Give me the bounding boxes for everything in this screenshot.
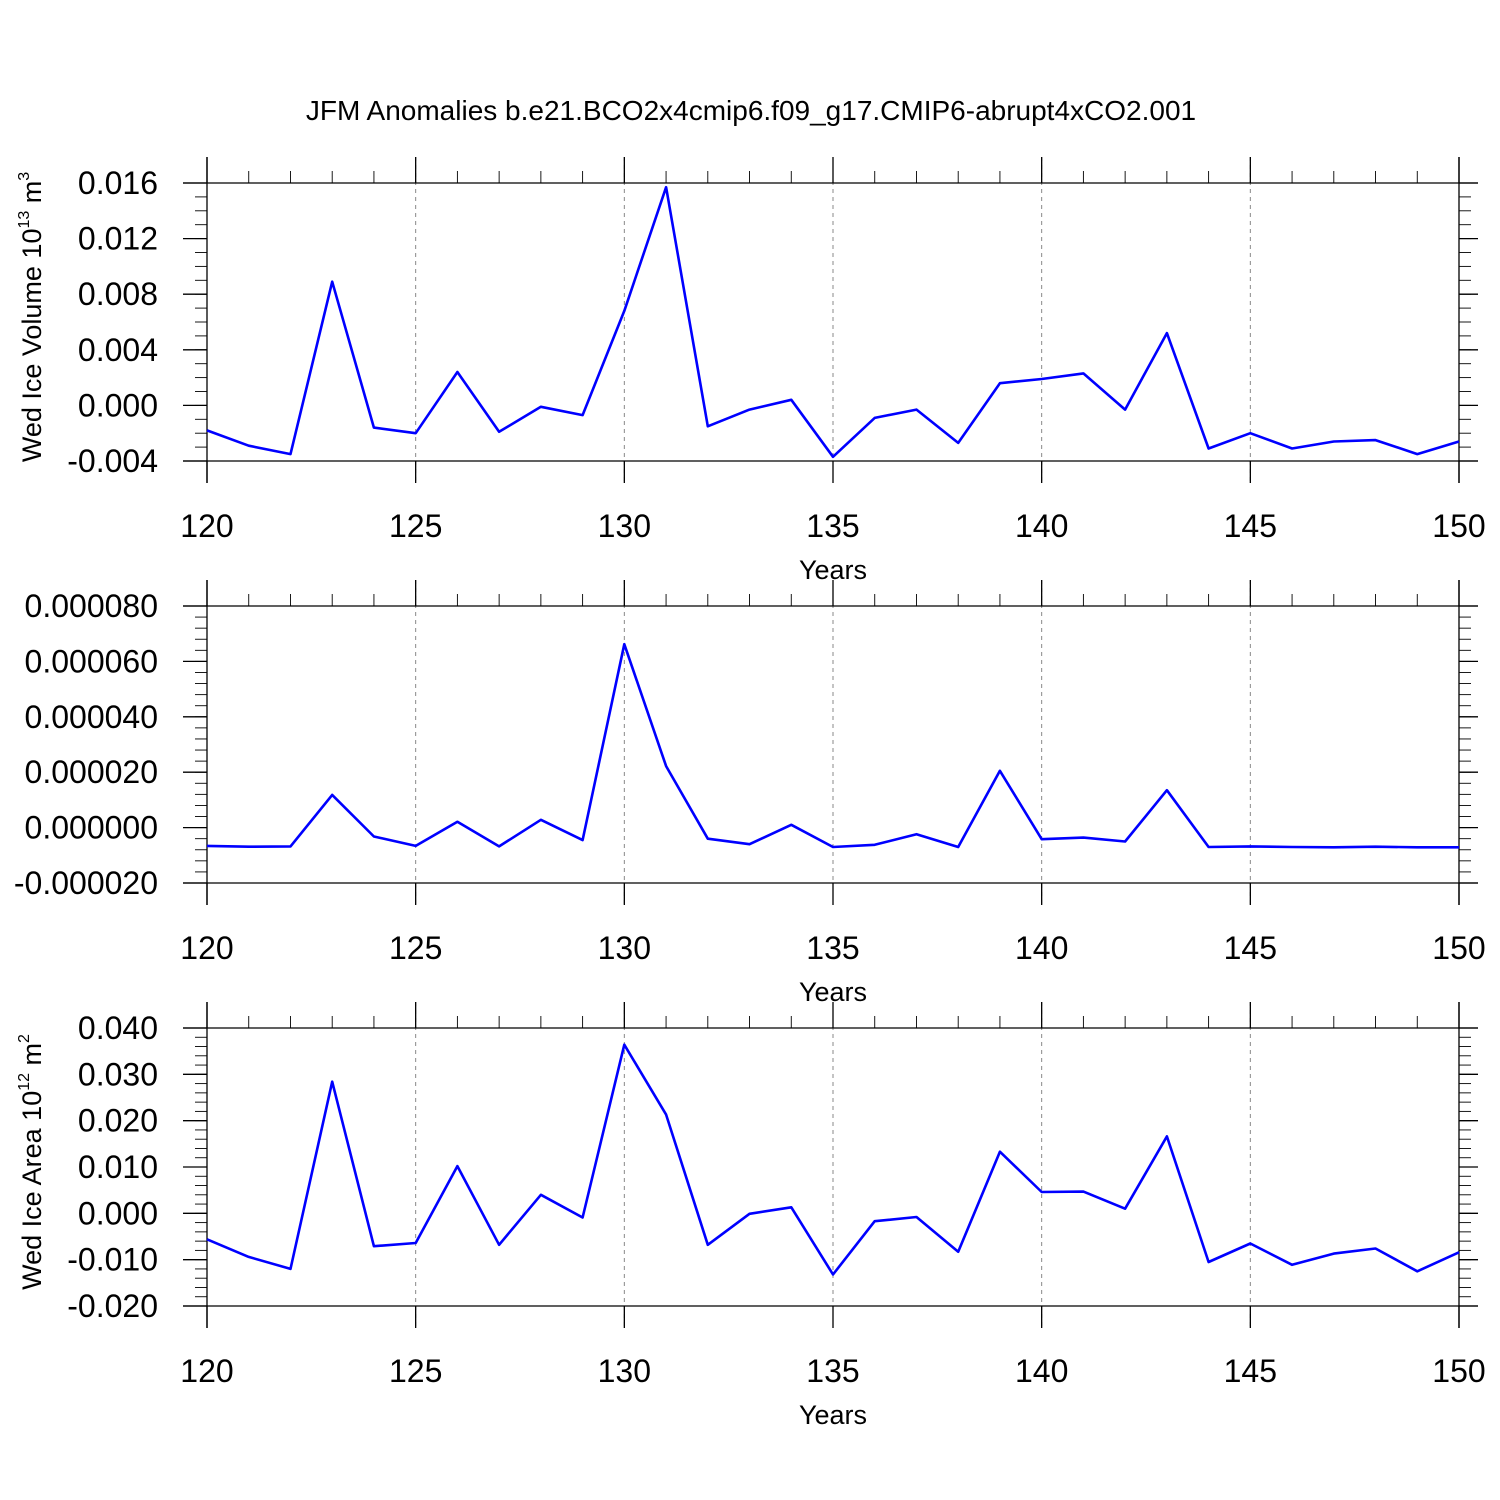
- panel-3: -0.020 -0.010 0.000 0.010 0.020 0.030 0.040 120…: [16, 1002, 1486, 1430]
- x-tick-label: 130: [598, 930, 651, 966]
- chart-title: JFM Anomalies b.e21.BCO2x4cmip6.f09_g17.…: [306, 95, 1196, 126]
- y-tick-label: 0.020: [78, 1103, 158, 1139]
- x-tick-label: 150: [1432, 1353, 1485, 1389]
- y-axis-label-unit: 10: [17, 229, 47, 259]
- y-tick-label: 0.030: [78, 1056, 158, 1092]
- y-axis-label-unit-exp: 13: [16, 211, 33, 229]
- x-tick-label: 140: [1015, 508, 1068, 544]
- x-tick-label: 120: [180, 1353, 233, 1389]
- y-axis-label-unit-exp: 12: [16, 1073, 33, 1091]
- x-tick-label: 135: [806, 1353, 859, 1389]
- series-line: [206, 1043, 1460, 1276]
- y-tick-label: 0.000: [78, 387, 158, 423]
- x-tick-label: 125: [389, 1353, 442, 1389]
- y-axis-label-unit: 10: [17, 1091, 47, 1121]
- y-tick-label: 0.016: [78, 165, 158, 201]
- y-axis-label-name: Wed Ice Area: [17, 1121, 47, 1290]
- y-tick-label: -0.020: [67, 1288, 158, 1324]
- panel-2: -0.000020 0.000000 0.000020 0.000040 0.00006…: [14, 580, 1486, 1007]
- y-axis-label: Wed Ice Area 1012 m2: [16, 1034, 47, 1290]
- y-tick-label: -0.010: [67, 1242, 158, 1278]
- x-tick-label: 145: [1224, 1353, 1277, 1389]
- y-tick-label: 0.000020: [25, 754, 158, 790]
- x-tick-label: 140: [1015, 1353, 1068, 1389]
- x-tick-label: 135: [806, 508, 859, 544]
- y-tick-label: -0.000020: [14, 865, 158, 901]
- x-tick-label: 145: [1224, 930, 1277, 966]
- y-axis-label-unit-tail-exp: 3: [16, 172, 33, 181]
- y-tick-label: 0.008: [78, 276, 158, 312]
- x-tick-label: 150: [1432, 930, 1485, 966]
- y-tick-label: 0.010: [78, 1149, 158, 1185]
- y-tick-label: 0.000000: [25, 810, 158, 846]
- x-tick-label: 140: [1015, 930, 1068, 966]
- y-tick-label: 0.000040: [25, 699, 158, 735]
- y-axis-label-unit-tail: m: [17, 181, 47, 211]
- x-tick-label: 125: [389, 508, 442, 544]
- x-tick-label: 130: [598, 508, 651, 544]
- x-tick-label: 130: [598, 1353, 651, 1389]
- y-tick-label: 0.000: [78, 1195, 158, 1231]
- y-tick-label: 0.000080: [25, 588, 158, 624]
- y-tick-label: 0.040: [78, 1010, 158, 1046]
- y-axis-label-unit-tail-exp: 2: [16, 1034, 33, 1043]
- x-tick-label: 145: [1224, 508, 1277, 544]
- y-axis-label: Wed Ice Volume 1013 m3: [16, 172, 47, 462]
- series-line: [206, 185, 1460, 459]
- x-tick-label: 120: [180, 508, 233, 544]
- y-tick-label: -0.004: [67, 443, 158, 479]
- x-tick-label: 150: [1432, 508, 1485, 544]
- y-axis-label-unit-tail: m: [17, 1043, 47, 1073]
- x-axis-label: Years: [799, 1400, 867, 1430]
- y-tick-label: 0.000060: [25, 643, 158, 679]
- y-tick-label: 0.012: [78, 221, 158, 257]
- x-tick-label: 125: [389, 930, 442, 966]
- y-tick-label: 0.004: [78, 332, 158, 368]
- series-line: [206, 642, 1459, 849]
- panel-1: -0.004 0.000 0.004 0.008 0.012 0.016 120 125 130…: [16, 157, 1486, 585]
- x-tick-label: 120: [180, 930, 233, 966]
- x-tick-label: 135: [806, 930, 859, 966]
- y-axis-label-name: Wed Ice Volume: [17, 259, 47, 463]
